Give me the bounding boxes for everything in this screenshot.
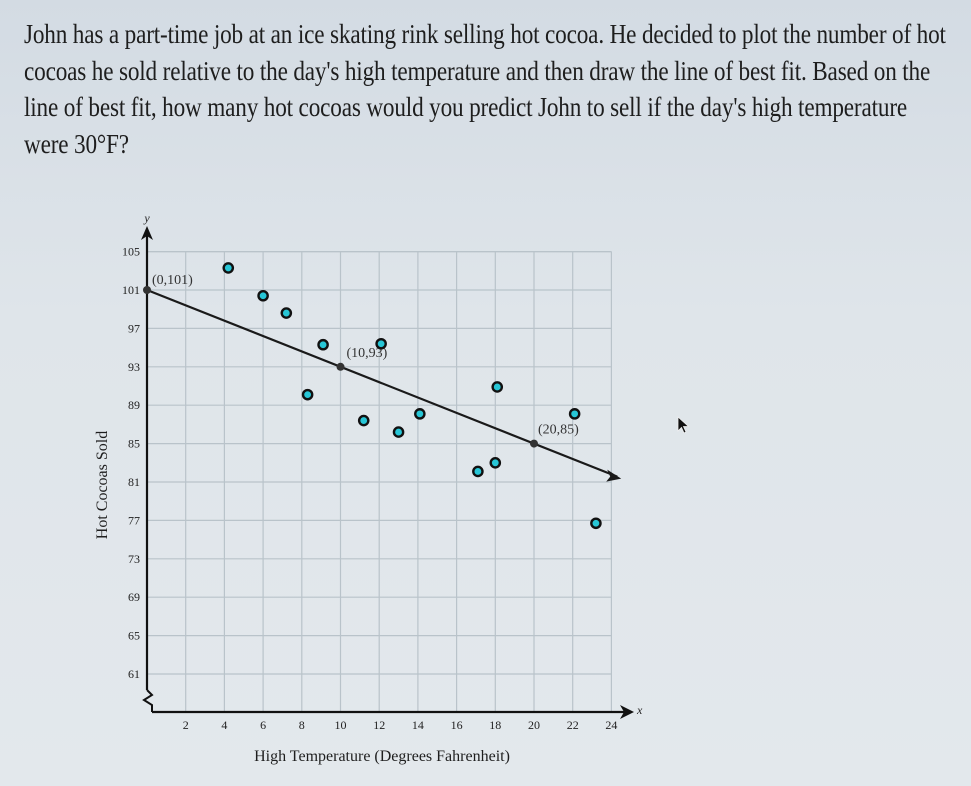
fit-line-arrow-icon xyxy=(606,469,622,482)
data-point xyxy=(491,381,504,393)
axis-break-icon xyxy=(142,689,154,712)
x-tick-label: 16 xyxy=(451,718,463,732)
best-fit-line: (0,101) (10,93) (20,85) xyxy=(143,273,622,482)
data-point xyxy=(392,426,405,438)
x-axis-arrow-icon xyxy=(620,705,634,719)
x-tick-label: 2 xyxy=(183,718,189,732)
fit-line-marker xyxy=(143,286,151,294)
y-tick-label: 97 xyxy=(128,321,140,335)
y-tick-label: 69 xyxy=(128,590,140,604)
y-tick-label: 93 xyxy=(128,360,140,374)
fit-point-label: (10,93) xyxy=(347,346,388,361)
fit-line-marker xyxy=(336,362,345,371)
fit-point-label: (20,85) xyxy=(538,423,579,438)
axis-ticks: 2 4 6 8 10 12 14 16 18 20 22 2461656973778185899397… xyxy=(122,245,617,732)
x-axis-title: High Temperature (Degrees Fahrenheit) xyxy=(254,748,510,765)
data-point xyxy=(317,338,329,351)
x-tick-label: 24 xyxy=(605,718,617,732)
y-tick-label: 61 xyxy=(128,667,140,681)
y-axis-arrow-icon xyxy=(141,226,153,240)
y-tick-label: 73 xyxy=(128,552,140,566)
question-text: John has a part-time job at an ice skati… xyxy=(24,19,946,159)
y-tick-label: 65 xyxy=(128,629,140,643)
mouse-pointer-icon xyxy=(677,416,690,434)
y-tick-label: 85 xyxy=(128,437,140,451)
data-point xyxy=(375,337,387,350)
y-axis-title: Hot Cocoas Sold xyxy=(94,431,111,539)
data-point xyxy=(568,408,581,420)
fit-line xyxy=(146,288,618,478)
chart-grid xyxy=(147,251,613,712)
data-point xyxy=(280,307,293,319)
chart-axes xyxy=(141,226,634,719)
x-tick-label: 22 xyxy=(567,718,579,732)
x-tick-label: 12 xyxy=(373,718,385,732)
fit-point-label: (0,101) xyxy=(152,273,193,288)
y-tick-label: 101 xyxy=(122,283,140,297)
data-point xyxy=(357,414,370,427)
x-axis-letter: x xyxy=(636,703,643,717)
data-point xyxy=(489,456,502,469)
y-tick-label: 105 xyxy=(122,245,140,259)
x-tick-label: 4 xyxy=(221,718,227,732)
x-tick-label: 8 xyxy=(299,718,305,732)
y-axis-letter: y xyxy=(143,211,150,225)
data-point xyxy=(472,465,484,478)
x-tick-label: 20 xyxy=(528,718,540,732)
x-tick-label: 6 xyxy=(260,718,266,732)
y-tick-label: 81 xyxy=(128,475,140,489)
data-point xyxy=(222,262,235,274)
y-tick-label: 77 xyxy=(128,513,140,527)
data-point xyxy=(590,517,602,530)
x-tick-label: 18 xyxy=(489,718,501,732)
data-points xyxy=(222,262,602,530)
data-point xyxy=(301,388,314,401)
y-tick-label: 89 xyxy=(128,398,140,412)
x-tick-label: 10 xyxy=(335,718,347,732)
data-point xyxy=(414,408,426,420)
fit-line-marker xyxy=(530,439,538,448)
data-point xyxy=(257,289,269,302)
x-tick-label: 14 xyxy=(412,718,424,732)
